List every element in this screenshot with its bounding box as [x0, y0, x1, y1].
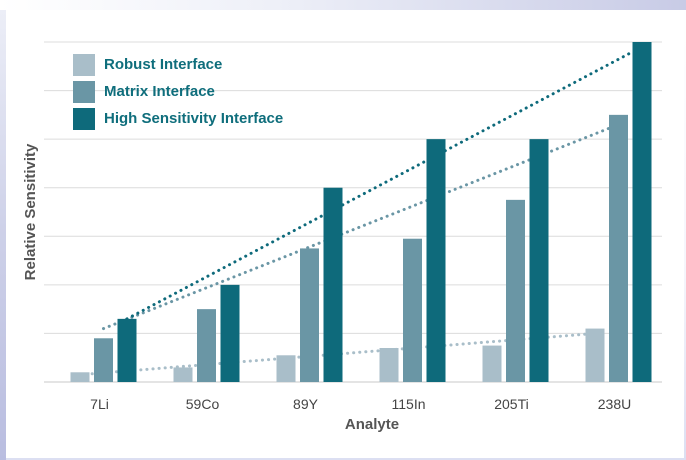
bar-robust-interface-89y [276, 355, 296, 382]
x-tick-label-238u: 238U [598, 396, 631, 412]
bar-high-sensitivity-interface-89y [323, 187, 343, 382]
bar-matrix-interface-205ti [506, 199, 525, 382]
x-tick-label-59co: 59Co [186, 396, 220, 412]
legend-swatch-matrix [73, 80, 95, 103]
legend-item-robust: Robust Interface [73, 51, 283, 78]
legend-item-matrix: Matrix Interface [73, 78, 283, 105]
trendline-robust-interface [78, 331, 597, 377]
gridlines [44, 41, 662, 383]
x-tick-label-7li: 7Li [90, 396, 109, 412]
legend-label-high-sensitivity: High Sensitivity Interface [104, 110, 284, 127]
legend-swatch-robust [73, 53, 95, 76]
bar-matrix-interface-238u [609, 114, 628, 382]
bar-high-sensitivity-interface-7li [117, 318, 137, 382]
bar-robust-interface-7li [70, 372, 90, 382]
x-tick-label-205ti: 205Ti [494, 396, 529, 412]
bars [70, 42, 652, 382]
legend: Robust Interface Matrix Interface High S… [73, 51, 283, 132]
bar-robust-interface-115in [379, 348, 399, 382]
legend-label-matrix: Matrix Interface [104, 83, 215, 100]
window-frame-top [0, 0, 686, 10]
x-tick-label-89y: 89Y [293, 396, 319, 412]
x-tick-labels: 7Li 59Co 89Y 115In 205Ti 238U [90, 396, 631, 412]
y-axis-label: Relative Sensitivity [22, 143, 39, 280]
bar-high-sensitivity-interface-59co [220, 284, 240, 382]
bar-matrix-interface-89y [300, 248, 319, 382]
trendline-matrix-interface [102, 123, 620, 331]
x-tick-label-115in: 115In [392, 396, 426, 412]
legend-label-robust: Robust Interface [104, 56, 223, 73]
bar-matrix-interface-7li [94, 338, 113, 382]
bar-high-sensitivity-interface-238u [632, 42, 652, 382]
bar-matrix-interface-59co [197, 309, 216, 382]
trendline-high-sensitivity-interface [125, 45, 644, 321]
bar-high-sensitivity-interface-205ti [529, 139, 549, 382]
bar-robust-interface-205ti [482, 345, 502, 382]
window-frame-left [0, 10, 6, 460]
legend-item-high-sensitivity: High Sensitivity Interface [73, 105, 283, 132]
bar-robust-interface-238u [585, 328, 605, 382]
chart-panel [6, 10, 684, 458]
bar-robust-interface-59co [173, 367, 193, 382]
bar-high-sensitivity-interface-115in [426, 139, 446, 382]
trendlines [78, 45, 644, 377]
x-axis-label: Analyte [345, 416, 399, 433]
legend-swatch-high-sensitivity [73, 107, 95, 130]
bar-matrix-interface-115in [403, 238, 422, 382]
